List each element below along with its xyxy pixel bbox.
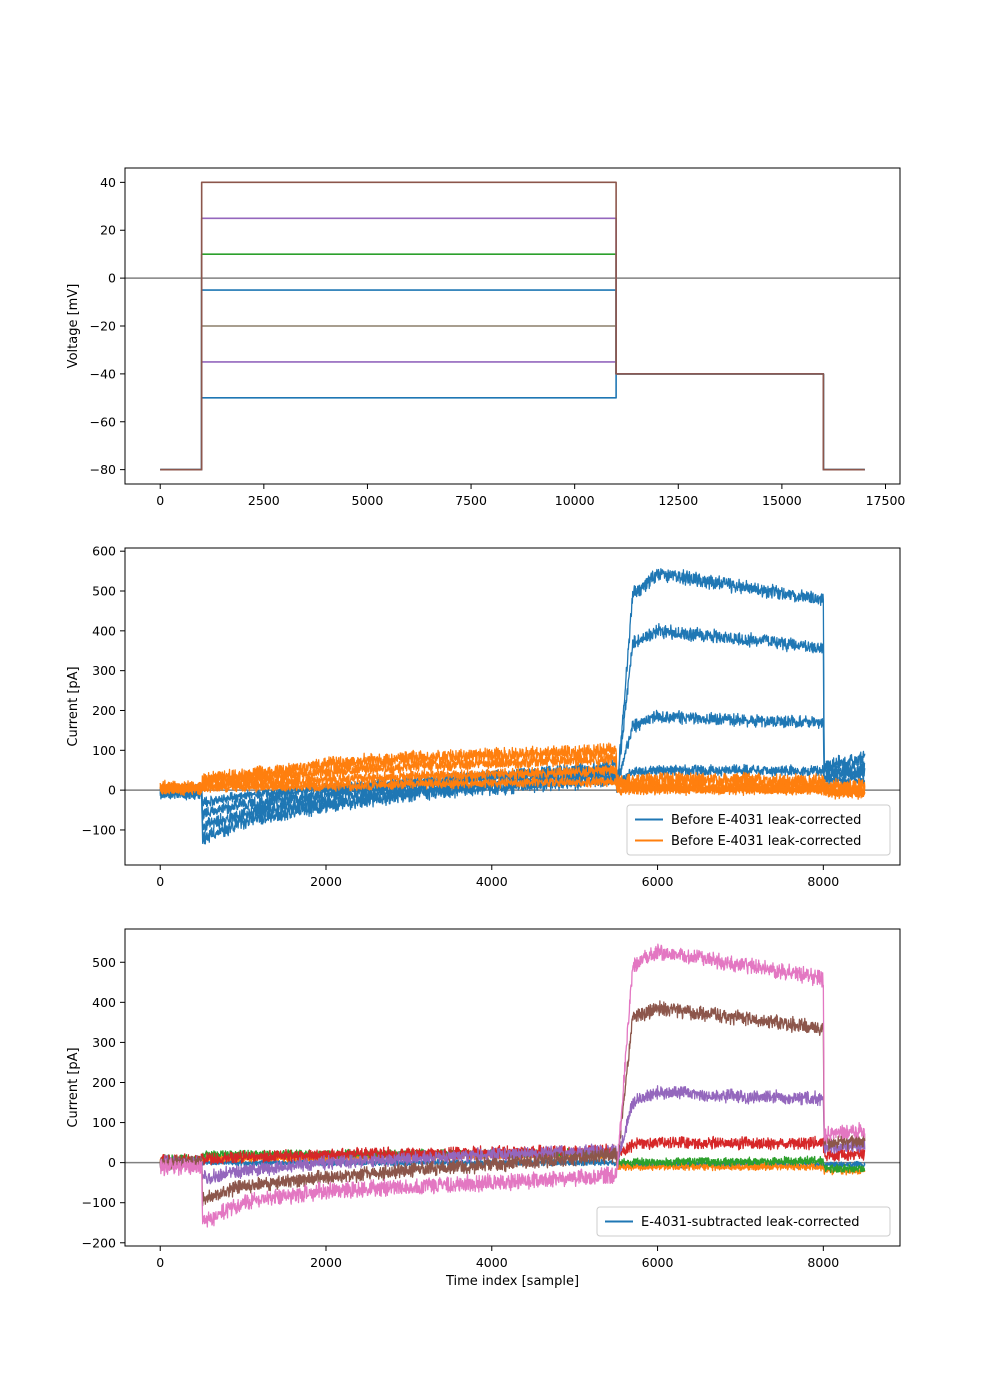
y-tick-label: 200: [92, 1075, 116, 1090]
y-tick-label: 20: [100, 223, 116, 238]
legend-entry-label: Before E-4031 leak-corrected: [671, 834, 861, 849]
y-tick-label: 0: [108, 271, 116, 286]
plot-area: [125, 943, 900, 1228]
y-tick-label: 200: [92, 703, 116, 718]
x-tick-label: 8000: [807, 1255, 839, 1270]
x-tick-label: 15000: [762, 493, 802, 508]
x-tick-label: 2000: [310, 1255, 342, 1270]
series-line-6: [159, 1000, 866, 1207]
y-tick-label: 400: [92, 995, 116, 1010]
y-tick-label: 400: [92, 623, 116, 638]
x-tick-label: 0: [156, 493, 164, 508]
series-line-8: [159, 776, 866, 800]
legend-box: [626, 804, 891, 856]
y-axis-label: Current [pA]: [66, 1047, 81, 1127]
y-tick-label: −100: [82, 822, 116, 837]
x-tick-label: 2000: [310, 874, 342, 889]
x-tick-label: 0: [156, 874, 164, 889]
legend: E-4031-subtracted leak-corrected: [596, 1206, 891, 1237]
x-tick-label: 5000: [352, 493, 384, 508]
y-tick-label: −40: [90, 366, 116, 381]
series-line-7: [159, 943, 866, 1228]
y-tick-label: 500: [92, 584, 116, 599]
series-line-7: [159, 764, 866, 799]
y-tick-label: 100: [92, 1115, 116, 1130]
chart-panel-2: 0 2000 4000 6000 8000 −100 0 100 200 300 400 500 600…: [66, 544, 901, 889]
y-tick-label: 500: [92, 955, 116, 970]
legend-box: [596, 1206, 891, 1237]
y-tick-label: −200: [82, 1235, 116, 1250]
legend-entry-label: Before E-4031 leak-corrected: [671, 813, 861, 828]
y-tick-label: 300: [92, 663, 116, 678]
x-tick-label: 4000: [476, 874, 508, 889]
x-tick-label: 10000: [555, 493, 595, 508]
y-tick-label: 0: [108, 783, 116, 798]
y-tick-label: −20: [90, 319, 116, 334]
y-axis-label: Voltage [mV]: [66, 284, 81, 369]
y-axis-label: Current [pA]: [66, 666, 81, 746]
x-tick-label: 17500: [866, 493, 906, 508]
y-tick-label: 40: [100, 175, 116, 190]
x-tick-label: 6000: [642, 1255, 674, 1270]
x-tick-label: 7500: [455, 493, 487, 508]
axes-frame: [124, 547, 901, 866]
x-tick-label: 4000: [476, 1255, 508, 1270]
x-tick-label: 2500: [248, 493, 280, 508]
y-tick-label: −80: [90, 462, 116, 477]
y-tick-label: −100: [82, 1195, 116, 1210]
legend-entry-label: E-4031-subtracted leak-corrected: [641, 1215, 860, 1230]
chart-panel-1: 0 2500 5000 7500 10000 12500 15000 17500 −80 −60 −…: [66, 167, 906, 508]
y-tick-label: 600: [92, 544, 116, 559]
y-tick-label: 300: [92, 1035, 116, 1050]
plot-area: [125, 181, 900, 471]
y-tick-label: −60: [90, 414, 116, 429]
x-tick-label: 6000: [642, 874, 674, 889]
series-line-1: [159, 568, 866, 845]
y-tick-label: 100: [92, 743, 116, 758]
series-line-7: [160, 181, 865, 471]
x-tick-label: 8000: [807, 874, 839, 889]
x-tick-label: 12500: [658, 493, 698, 508]
legend: Before E-4031 leak-corrected Before E-403…: [626, 804, 891, 856]
y-tick-label: 0: [108, 1155, 116, 1170]
x-tick-label: 0: [156, 1255, 164, 1270]
plot-area: [125, 568, 900, 845]
x-axis-label: Time index [sample]: [445, 1274, 579, 1289]
series-line-5: [159, 1085, 866, 1185]
axes-frame: [124, 928, 901, 1247]
chart-panel-3: 0 2000 4000 6000 8000 −200 −100 0 100 200 300 400 50…: [66, 928, 901, 1289]
